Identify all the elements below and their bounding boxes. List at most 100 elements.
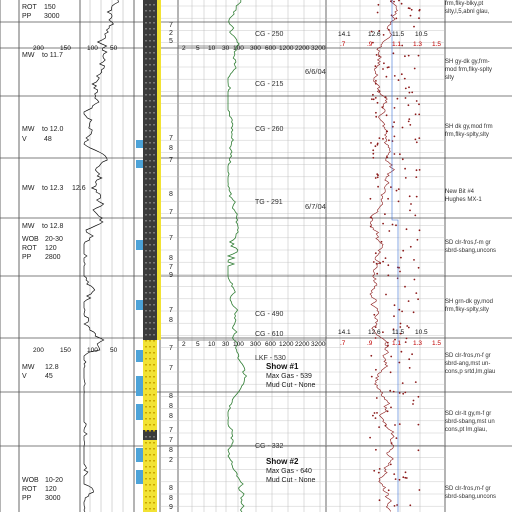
lith-texture: [149, 424, 151, 426]
lith-texture: [145, 70, 147, 72]
resistivity-point: [374, 177, 377, 179]
resistivity-point: [393, 75, 396, 77]
resistivity-point: [402, 249, 405, 252]
resistivity-point: [404, 87, 407, 90]
gr-scale-bottom: 200 150 100 50: [33, 347, 118, 354]
lith-texture: [153, 322, 155, 324]
mud-data-block-5: MW to 12.8: [22, 223, 64, 230]
resistivity-point: [392, 390, 395, 393]
res-tick-label: 1.1: [392, 340, 401, 347]
lith-texture: [145, 250, 147, 252]
lith-note: frm,flky-blky,pt: [445, 1, 484, 7]
resistivity-point: [398, 0, 400, 2]
lith-note: mod frm,flky-splty: [445, 67, 492, 73]
gas-tick-label: 600: [265, 341, 276, 348]
resistivity-point: [393, 121, 395, 124]
lith-texture: [149, 130, 151, 132]
depth-digit: 7: [169, 365, 173, 372]
res-tick-label: .9: [367, 340, 373, 347]
lith-texture: [145, 334, 147, 336]
lith-note: sbrd-sbang,uncons: [445, 248, 496, 254]
gas-tick-label: 10: [208, 341, 216, 348]
lith-texture: [149, 256, 151, 258]
res-tick-label: .9: [367, 41, 373, 48]
lith-texture: [145, 490, 147, 492]
resistivity-point: [407, 104, 410, 107]
resistivity-point: [376, 11, 379, 14]
resistivity-point: [401, 158, 404, 161]
lith-note: SH gy-dk gy,frm-: [445, 59, 490, 65]
resistivity-point: [405, 477, 408, 479]
resistivity-point: [374, 97, 377, 99]
resistivity-point: [382, 68, 384, 70]
resistivity-point: [375, 80, 377, 82]
lith-texture: [145, 76, 147, 78]
resistivity-point: [375, 448, 377, 451]
cuttings-streak: [136, 350, 143, 362]
lith-texture: [149, 502, 151, 504]
lith-texture: [149, 388, 151, 390]
depth-digits: 7 2 5 7 8 7 8 7 7 8 7 9 7 8 7 7 8 8 8 7 …: [169, 22, 173, 511]
lith-texture: [145, 124, 147, 126]
resistivity-point: [395, 224, 397, 227]
lith-texture: [149, 304, 151, 306]
lith-texture: [145, 106, 147, 108]
resistivity-point: [374, 417, 377, 419]
resistivity-point: [381, 106, 384, 109]
resistivity-point: [412, 403, 414, 405]
gas-tick-label: 2200: [295, 45, 310, 52]
lith-texture: [149, 118, 151, 120]
resistivity-point: [414, 381, 417, 383]
lith-texture: [149, 346, 151, 348]
resistivity-point: [388, 139, 390, 142]
lith-texture: [145, 172, 147, 174]
resistivity-point: [402, 392, 405, 395]
res-tick-label: 1.3: [413, 340, 422, 347]
lith-note: SD clr-fros,m-f gr: [445, 486, 491, 492]
lith-texture: [149, 262, 151, 264]
lith-texture: [149, 208, 151, 210]
cuttings-streak: [136, 448, 143, 462]
resistivity-point: [390, 355, 393, 358]
resistivity-point: [370, 354, 373, 357]
lith-texture: [149, 274, 151, 276]
gas-tick-label: 3200: [311, 45, 326, 52]
res-tick-label: 1.3: [413, 41, 422, 48]
resistivity-point: [393, 153, 396, 155]
lith-texture: [149, 412, 151, 414]
lith-texture: [153, 484, 155, 486]
resistivity-point: [399, 326, 402, 328]
lith-texture: [149, 196, 151, 198]
gas-labels: CG - 250 CG - 215 CG - 260 TG - 291 CG -…: [255, 31, 286, 450]
lith-texture: [149, 22, 151, 24]
lith-texture: [153, 64, 155, 66]
resistivity-point: [378, 137, 381, 140]
lith-texture: [145, 322, 147, 324]
lith-texture: [145, 154, 147, 156]
lith-texture: [145, 256, 147, 258]
resistivity-point: [410, 203, 412, 205]
lith-texture: [153, 358, 155, 360]
depth-digit: 8: [169, 403, 173, 410]
gas-tick-label: 100: [233, 341, 244, 348]
lith-texture: [153, 202, 155, 204]
lith-texture: [149, 142, 151, 144]
resistivity-point: [407, 326, 410, 329]
lith-texture: [145, 364, 147, 366]
gas-label: LKF - 530: [255, 355, 286, 362]
depth-digit: 8: [169, 413, 173, 420]
lith-texture: [145, 208, 147, 210]
resistivity-point: [370, 375, 373, 378]
lith-texture: [153, 454, 155, 456]
resistivity-point: [371, 98, 373, 101]
lith-texture: [153, 466, 155, 468]
lith-texture: [149, 286, 151, 288]
resistivity-point: [376, 412, 378, 414]
resistivity-point: [409, 124, 412, 126]
resistivity-point: [409, 245, 412, 248]
resistivity-point: [376, 272, 379, 275]
lith-texture: [153, 292, 155, 294]
lith-note: New Bit #4: [445, 189, 475, 195]
lith-texture: [153, 268, 155, 270]
mud-data-block-3: MW to 12.0 V 48: [22, 126, 64, 143]
